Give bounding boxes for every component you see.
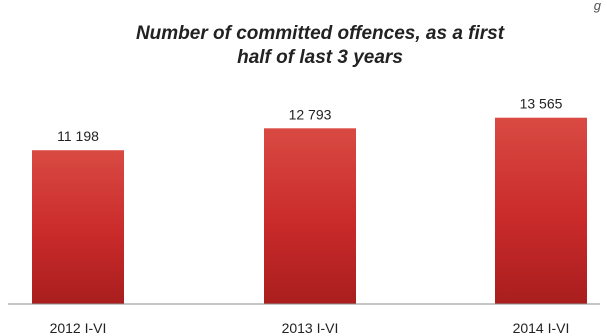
- bar-3: [495, 117, 587, 304]
- x-tick-label-3: 2014 I-VI: [513, 320, 570, 336]
- chart-title-line-1: Number of committed offences, as a first: [135, 23, 505, 44]
- chart-title-line-2: half of last 3 years: [237, 47, 403, 68]
- x-tick-label-2: 2013 I-VI: [282, 320, 339, 336]
- corner-text: g: [593, 0, 601, 13]
- data-label-2: 12 793: [289, 106, 332, 122]
- data-label-1: 11 198: [57, 128, 99, 144]
- chart-title: Number of committed offences, as a first…: [60, 22, 580, 70]
- data-label-3: 13 565: [520, 96, 563, 112]
- bar-2: [264, 128, 356, 304]
- bar-1: [32, 150, 124, 304]
- x-tick-label-1: 2012 I-VI: [50, 320, 107, 336]
